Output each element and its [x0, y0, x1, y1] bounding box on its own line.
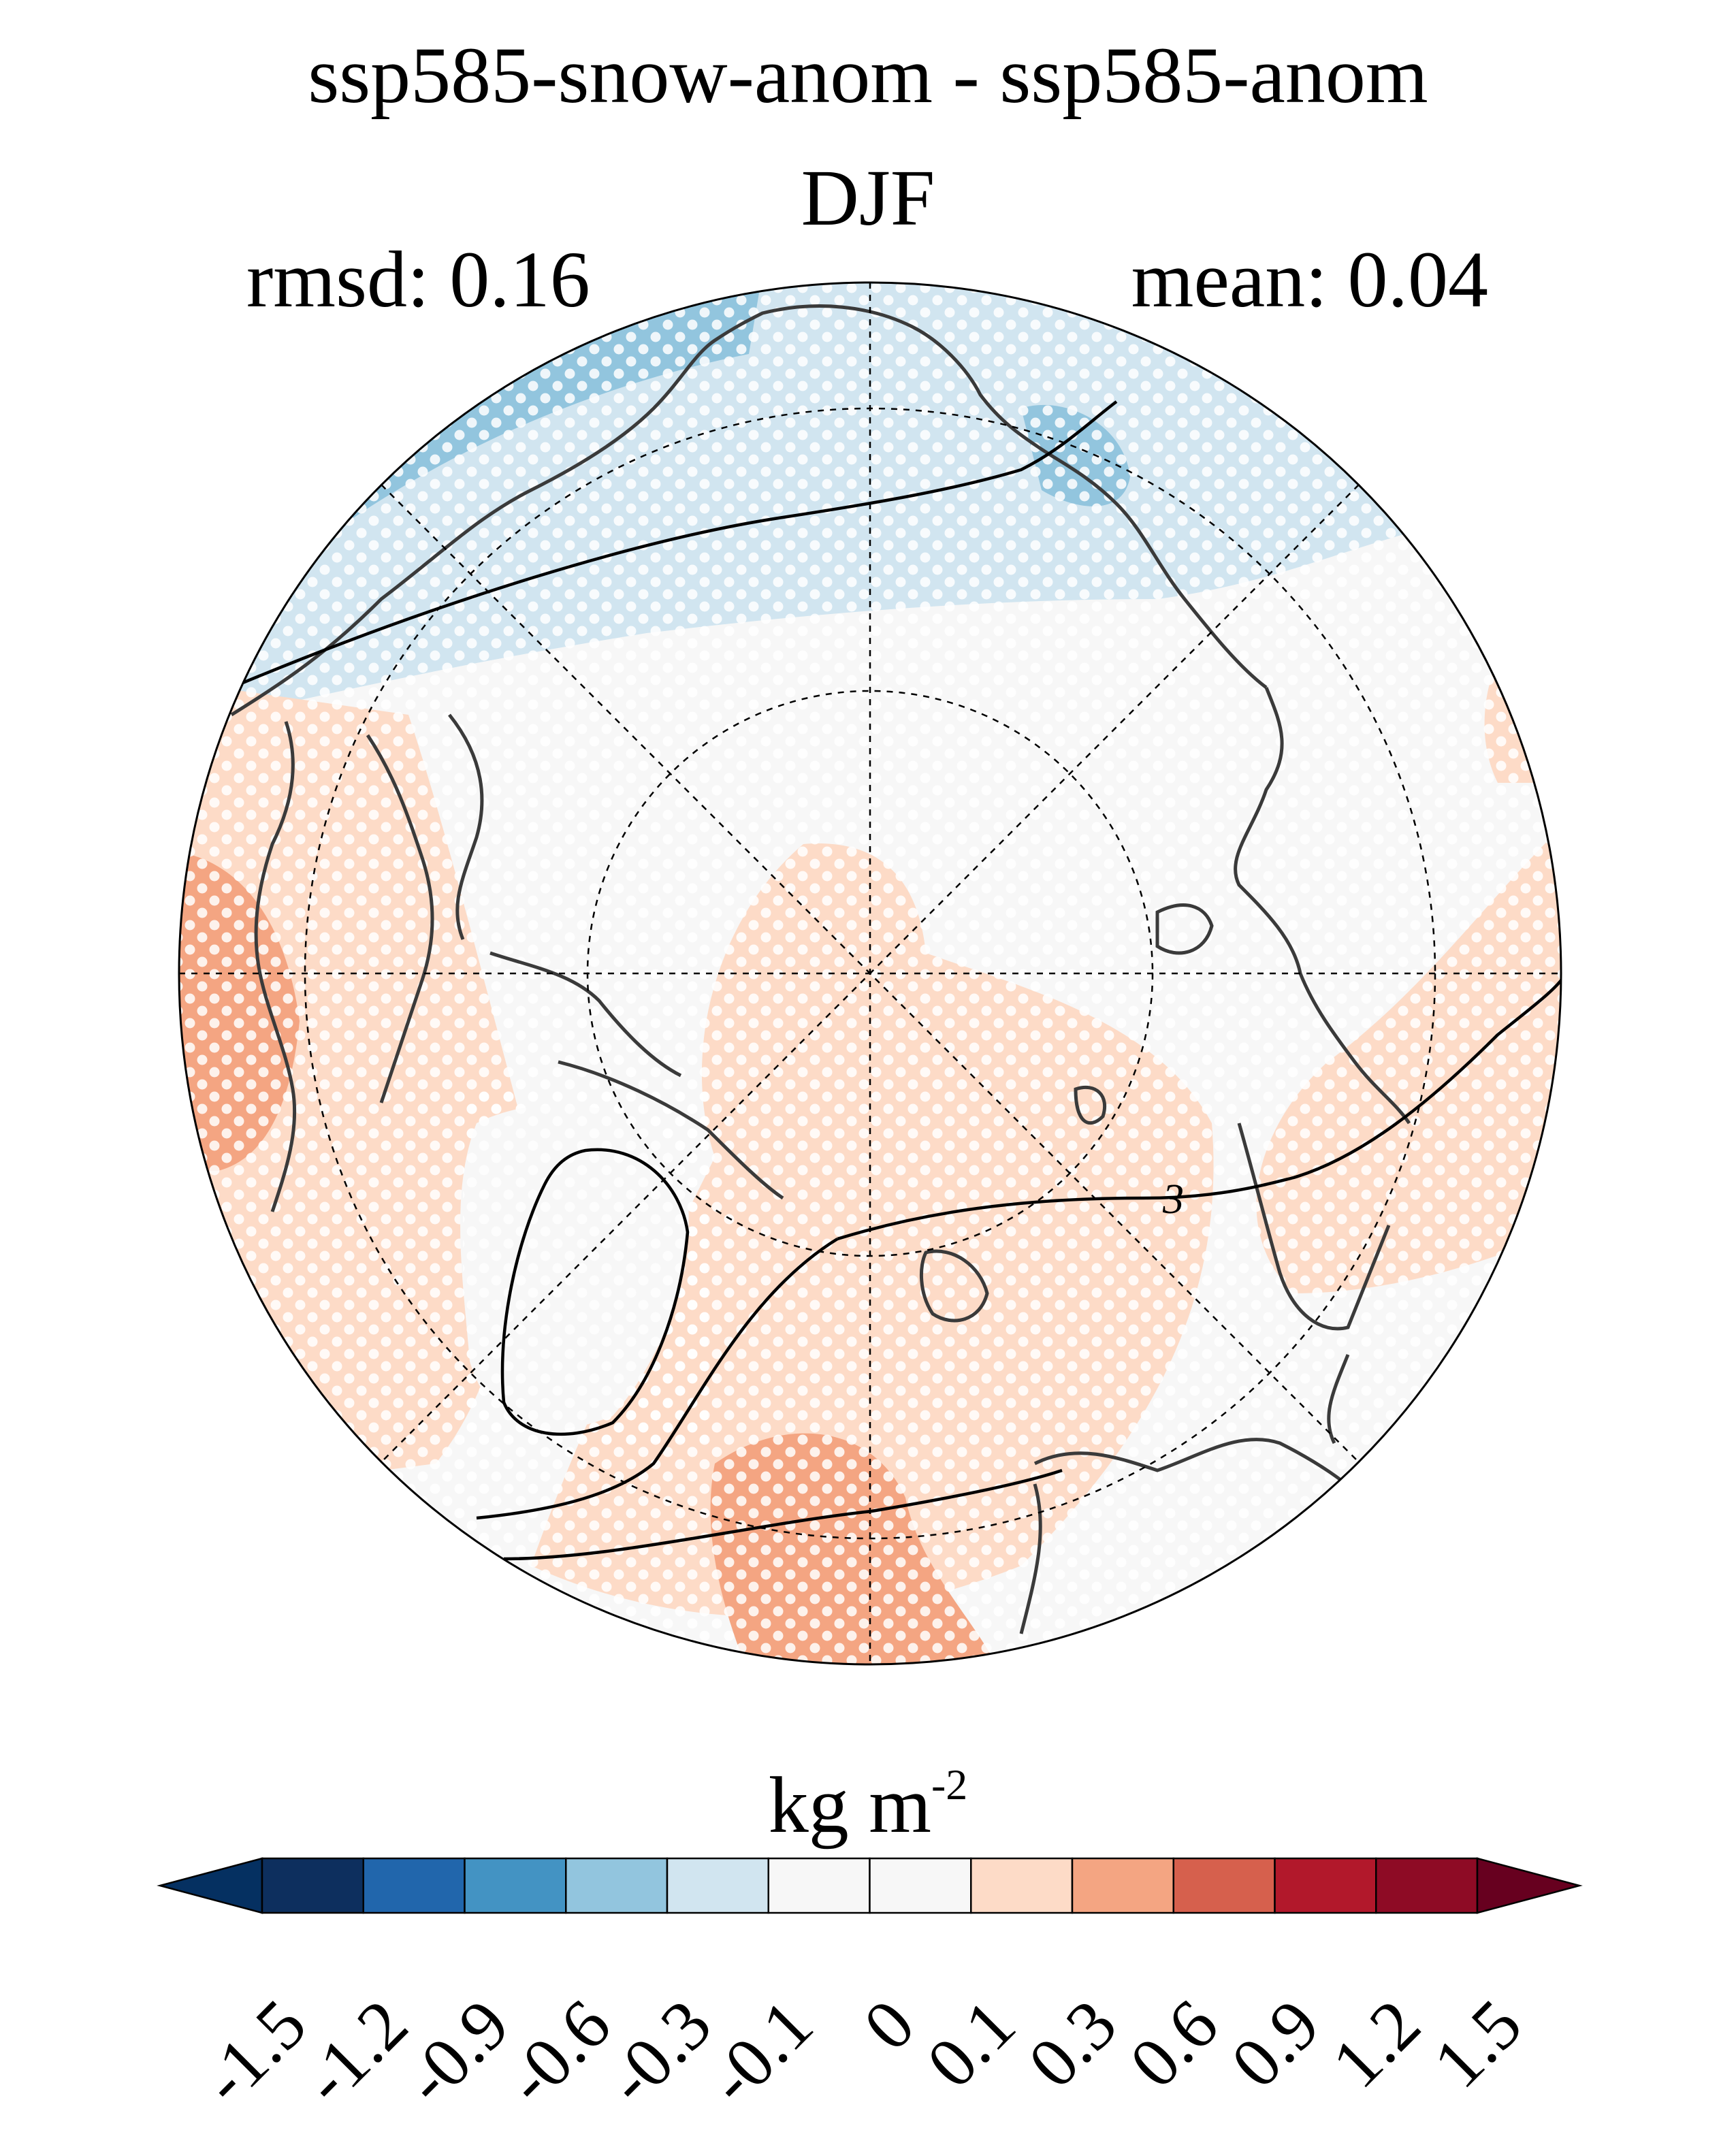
colorbar-units: kg m-2 [768, 1760, 968, 1850]
contour-lines [231, 400, 1561, 1561]
contour-label: 3 [1162, 1176, 1184, 1223]
colorbar-cell [666, 1857, 769, 1914]
colorbar-cell [362, 1857, 466, 1914]
contour-north [231, 400, 1118, 690]
colorbar-tick-label: 0 [848, 1984, 929, 2065]
coastline-iceland [919, 1249, 989, 1323]
meridian-diag-2 [381, 484, 1360, 1463]
figure-title: ssp585-snow-anom - ssp585-anom [308, 31, 1428, 120]
colorbar-tick-label: 0.1 [912, 1984, 1031, 2103]
coastline-north-asia [230, 304, 1268, 717]
coastline-archipelago-1 [1155, 903, 1214, 955]
colorbar-tick-label: 0.3 [1013, 1984, 1132, 2103]
colorbar-cell [464, 1857, 567, 1914]
coastline-scandinavia [366, 734, 434, 1103]
colorbar-cell [1274, 1857, 1377, 1914]
contour-greenland-loop [500, 1148, 690, 1436]
colorbar-tick-label: 1.5 [1418, 1984, 1537, 2103]
coastline-alaska [1234, 687, 1411, 1125]
colorbar-cell [970, 1857, 1074, 1914]
coastline-greenland-west [558, 1060, 784, 1200]
colorbar-tick-label: -0.1 [693, 1984, 828, 2120]
colorbar [157, 1857, 1583, 1914]
contour-southwest [503, 1468, 1063, 1561]
graticule [179, 283, 1561, 1664]
coastline-canada-east [1237, 1123, 1391, 1331]
colorbar-cell [1172, 1857, 1276, 1914]
colorbar-cell [261, 1857, 364, 1914]
colorbar-extend-high [1476, 1857, 1583, 1914]
colorbar-extend-low [157, 1857, 263, 1914]
season-label: DJF [801, 153, 935, 242]
coastline-archipelago-2 [1074, 1085, 1107, 1125]
colorbar-tick-label: 0.9 [1216, 1984, 1334, 2103]
colorbar-tick-label: 1.2 [1317, 1984, 1436, 2103]
colorbar-cell [767, 1857, 871, 1914]
rmsd-stat: rmsd: 0.16 [246, 235, 590, 324]
contour-south [476, 1238, 839, 1520]
mean-stat: mean: 0.04 [1131, 235, 1488, 324]
coastline-hudson [1019, 1483, 1042, 1634]
colorbar-cell [1071, 1857, 1174, 1914]
colorbar-tick-label: 0.6 [1114, 1984, 1233, 2103]
colorbar-cell [565, 1857, 669, 1914]
greenland-stipple [463, 1089, 708, 1443]
map-boundary [178, 281, 1562, 1666]
coastlines [230, 304, 1411, 1634]
coastline-europe-north [254, 721, 297, 1212]
polar-map: 3 [178, 281, 1562, 1666]
coastline-baffin [1327, 1354, 1350, 1445]
coastline-svalbard [489, 951, 682, 1078]
contour-east [837, 972, 1561, 1241]
colorbar-cell [1375, 1857, 1479, 1914]
colorbar-cell [869, 1857, 972, 1914]
coastline-novaya [448, 713, 484, 940]
coastline-labrador [1033, 1438, 1363, 1499]
